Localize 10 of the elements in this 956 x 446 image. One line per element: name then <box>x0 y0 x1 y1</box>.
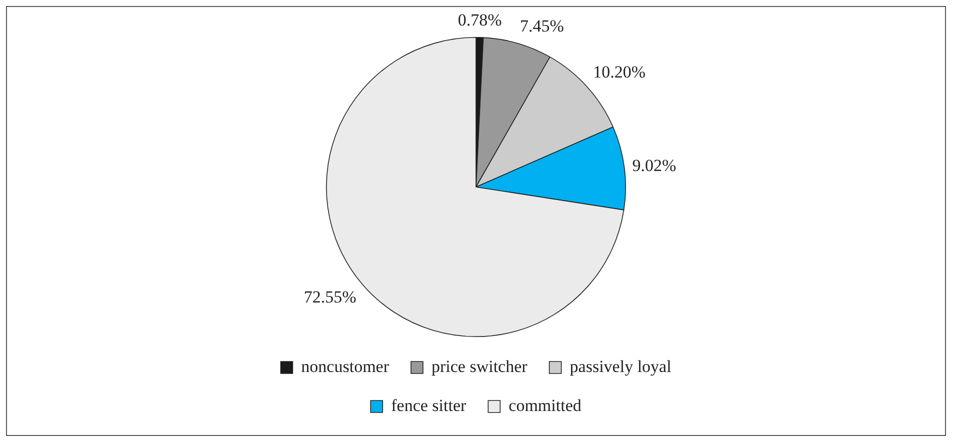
legend-label: fence sitter <box>391 396 467 415</box>
legend-label: committed <box>508 396 582 415</box>
data-label: 7.45% <box>520 16 564 36</box>
legend-label: passively loyal <box>570 356 672 376</box>
data-label: 9.02% <box>632 156 676 176</box>
data-label: 10.20% <box>593 62 646 82</box>
legend-label: noncustomer <box>301 356 390 376</box>
data-label: 72.55% <box>304 288 356 307</box>
legend-label: price switcher <box>431 356 528 376</box>
data-label: 0.78% <box>458 10 502 30</box>
